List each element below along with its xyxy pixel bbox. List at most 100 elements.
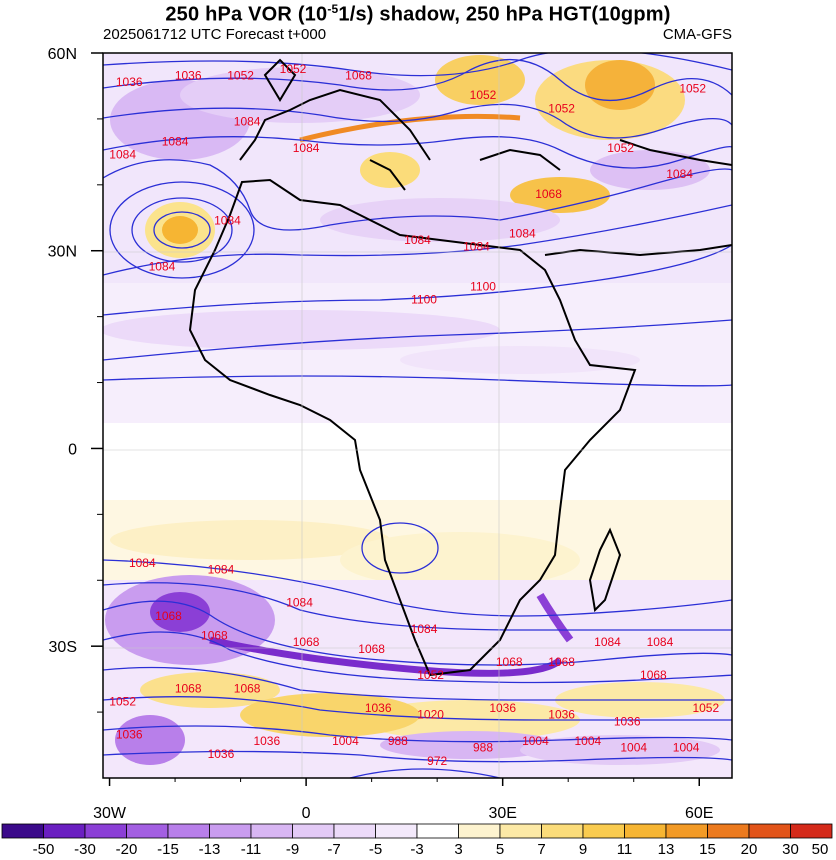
colorbar-label: -20 (116, 841, 138, 858)
colorbar-label: 7 (537, 841, 545, 858)
contour-label: 1036 (116, 727, 143, 741)
colorbar-label: 20 (741, 841, 758, 858)
contour-label: 1084 (162, 134, 189, 148)
contour-label: 1084 (109, 147, 136, 161)
colorbar-label: -3 (410, 841, 423, 858)
contour-label: 1036 (489, 701, 516, 715)
colorbar-swatch (1, 823, 44, 839)
contour-label: 1004 (673, 741, 700, 755)
contour-label: 1052 (548, 101, 575, 115)
contour-label: 1084 (463, 240, 490, 254)
contour-label: 1068 (640, 668, 667, 682)
contour-label: 1052 (227, 68, 254, 82)
y-tick-label: 0 (68, 441, 77, 458)
colorbar-label: -15 (157, 841, 179, 858)
colorbar-label: 11 (617, 841, 633, 858)
contour-label: 1068 (201, 629, 228, 643)
plot-frame (102, 52, 733, 779)
colorbar-swatch (375, 823, 418, 839)
y-tick-label: 30S (49, 639, 77, 656)
colorbar-swatch (43, 823, 86, 839)
contour-label: 1084 (214, 213, 241, 227)
colorbar-swatch (790, 823, 833, 839)
colorbar-label: 13 (658, 841, 675, 858)
contour-label: 1004 (620, 741, 647, 755)
graticule (103, 53, 732, 778)
x-tick-label: 30E (488, 805, 516, 822)
colorbar-label: -11 (241, 841, 262, 858)
forecast-time-label: 2025061712 UTC Forecast t+000 (103, 26, 327, 43)
colorbar-swatch (209, 823, 252, 839)
contour-label: 1052 (692, 701, 719, 715)
colorbar-swatch (250, 823, 293, 839)
contour-label: 1020 (417, 708, 444, 722)
colorbar-swatch (333, 823, 376, 839)
contour-label: 1052 (417, 668, 444, 682)
colorbar: -50 -30 -20 -15 -13 -11 -9 -7 -5 -3 3 5 7 9 11 13 15 20 30… (1, 823, 833, 858)
contour-label: 1084 (208, 563, 235, 577)
x-tick-label: 60E (685, 805, 713, 822)
contour-label: 1052 (679, 82, 706, 96)
colorbar-swatch (541, 823, 584, 839)
contour-label: 1036 (208, 747, 235, 761)
contour-label: 1100 (411, 292, 437, 306)
contour-label: 1036 (175, 68, 202, 82)
colorbar-label: 9 (579, 841, 587, 858)
contour-label: 1004 (522, 734, 549, 748)
contour-label: 1068 (535, 187, 562, 201)
colorbar-swatch (499, 823, 542, 839)
colorbar-label: -5 (369, 841, 382, 858)
colorbar-swatch (707, 823, 750, 839)
contour-label: 1052 (109, 695, 136, 709)
contour-label: 1036 (365, 701, 392, 715)
contour-label: 1068 (155, 609, 182, 623)
contour-label: 1004 (575, 734, 602, 748)
colorbar-label: 15 (699, 841, 716, 858)
contour-label: 1036 (116, 75, 143, 89)
coastlines (188, 58, 732, 677)
contour-label: 988 (388, 734, 408, 748)
colorbar-label: -50 (33, 841, 55, 858)
model-name-label: CMA-GFS (662, 26, 732, 43)
contour-label: 1084 (647, 635, 674, 649)
contour-label: 1036 (548, 708, 575, 722)
contour-label: 1068 (358, 642, 385, 656)
contour-labels: 1036 1036 1052 1052 1068 1052 1052 1052 1084 1084… (109, 62, 719, 768)
contour-label: 1100 (470, 279, 496, 293)
contour-label: 1068 (548, 655, 575, 669)
colorbar-swatch (582, 823, 625, 839)
contour-label: 1084 (509, 227, 536, 241)
contour-label: 1052 (470, 88, 497, 102)
height-contours (103, 53, 732, 778)
axis-ticks: 30W 0 30E 60E 60N 30N 0 30S (48, 46, 714, 822)
contour-label: 1068 (293, 635, 320, 649)
colorbar-label: 30 (782, 841, 799, 858)
colorbar-swatch (416, 823, 459, 839)
contour-label: 1052 (607, 141, 634, 155)
colorbar-label: -30 (74, 841, 96, 858)
contour-label: 1084 (666, 167, 693, 181)
contour-label: 1084 (286, 596, 313, 610)
contour-label: 1084 (129, 556, 156, 570)
contour-label: 1068 (234, 681, 261, 695)
contour-label: 1052 (280, 62, 307, 76)
contour-label: 988 (473, 741, 493, 755)
colorbar-label: -9 (286, 841, 299, 858)
contour-label: 1036 (253, 734, 280, 748)
colorbar-label: -7 (327, 841, 340, 858)
colorbar-label: -13 (199, 841, 221, 858)
x-tick-label: 0 (302, 805, 311, 822)
colorbar-swatch (167, 823, 210, 839)
colorbar-swatch (292, 823, 335, 839)
colorbar-swatch (748, 823, 791, 839)
contour-label: 972 (427, 754, 447, 768)
contour-label: 1068 (345, 68, 372, 82)
colorbar-swatch (458, 823, 501, 839)
colorbar-label: 50 (812, 841, 829, 858)
contour-label: 1084 (404, 233, 431, 247)
contour-label: 1084 (234, 115, 261, 129)
colorbar-swatch (624, 823, 667, 839)
contour-label: 1084 (594, 635, 621, 649)
contour-label: 1036 (614, 714, 641, 728)
